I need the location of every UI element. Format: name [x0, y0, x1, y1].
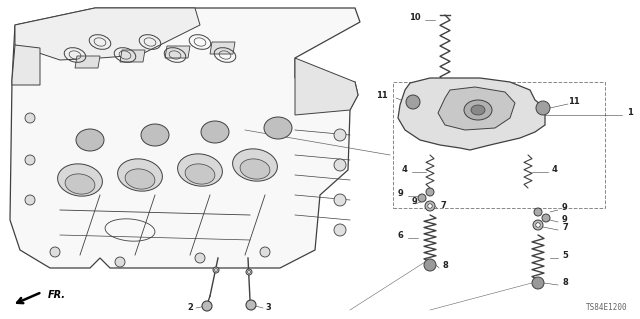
- Text: 4: 4: [551, 165, 557, 174]
- Circle shape: [533, 220, 543, 230]
- Circle shape: [532, 277, 544, 289]
- Circle shape: [213, 267, 219, 273]
- Text: 8: 8: [562, 278, 568, 287]
- Polygon shape: [10, 8, 360, 268]
- Ellipse shape: [76, 129, 104, 151]
- Ellipse shape: [65, 174, 95, 194]
- Circle shape: [115, 257, 125, 267]
- Polygon shape: [15, 8, 200, 60]
- Circle shape: [406, 95, 420, 109]
- Polygon shape: [12, 45, 40, 85]
- Polygon shape: [398, 78, 545, 150]
- Ellipse shape: [185, 164, 215, 184]
- Text: 5: 5: [562, 251, 568, 260]
- Ellipse shape: [58, 164, 102, 196]
- Ellipse shape: [118, 159, 163, 191]
- Circle shape: [246, 300, 256, 310]
- Circle shape: [25, 113, 35, 123]
- Text: 11: 11: [376, 91, 388, 100]
- Circle shape: [246, 269, 252, 275]
- Circle shape: [426, 188, 434, 196]
- Polygon shape: [120, 50, 145, 62]
- Bar: [393, 82, 605, 208]
- Circle shape: [334, 129, 346, 141]
- Circle shape: [214, 269, 218, 271]
- Polygon shape: [165, 46, 190, 58]
- Ellipse shape: [201, 121, 229, 143]
- Circle shape: [536, 101, 550, 115]
- Text: 7: 7: [562, 223, 568, 232]
- Circle shape: [428, 204, 432, 208]
- Ellipse shape: [240, 159, 270, 179]
- Text: FR.: FR.: [48, 290, 66, 300]
- Circle shape: [260, 247, 270, 257]
- Text: 8: 8: [442, 261, 448, 270]
- Circle shape: [195, 253, 205, 263]
- Polygon shape: [438, 87, 515, 130]
- Circle shape: [418, 194, 426, 202]
- Circle shape: [248, 271, 250, 273]
- Circle shape: [536, 223, 540, 227]
- Text: TS84E1200: TS84E1200: [586, 303, 628, 312]
- Text: 7: 7: [440, 201, 446, 210]
- Circle shape: [50, 247, 60, 257]
- Text: 3: 3: [265, 303, 271, 313]
- Circle shape: [534, 208, 542, 216]
- Circle shape: [425, 201, 435, 211]
- Ellipse shape: [125, 169, 155, 189]
- Ellipse shape: [178, 154, 222, 186]
- Polygon shape: [210, 42, 235, 54]
- Text: 4: 4: [401, 165, 407, 174]
- Text: 9: 9: [412, 197, 418, 206]
- Circle shape: [424, 259, 436, 271]
- Text: 9: 9: [562, 215, 568, 224]
- Polygon shape: [75, 56, 100, 68]
- Text: 9: 9: [562, 203, 568, 212]
- Circle shape: [25, 195, 35, 205]
- Text: 6: 6: [397, 231, 403, 240]
- Circle shape: [334, 224, 346, 236]
- Text: 9: 9: [397, 189, 403, 198]
- Circle shape: [202, 301, 212, 311]
- Text: 11: 11: [568, 97, 580, 106]
- Text: 1: 1: [627, 108, 633, 117]
- Ellipse shape: [141, 124, 169, 146]
- Circle shape: [542, 214, 550, 222]
- Ellipse shape: [471, 105, 485, 115]
- Text: 2: 2: [187, 303, 193, 313]
- Ellipse shape: [264, 117, 292, 139]
- Circle shape: [334, 159, 346, 171]
- Ellipse shape: [464, 100, 492, 120]
- Circle shape: [25, 155, 35, 165]
- Polygon shape: [295, 58, 358, 115]
- Ellipse shape: [232, 149, 277, 181]
- Circle shape: [334, 194, 346, 206]
- Text: 10: 10: [409, 13, 421, 22]
